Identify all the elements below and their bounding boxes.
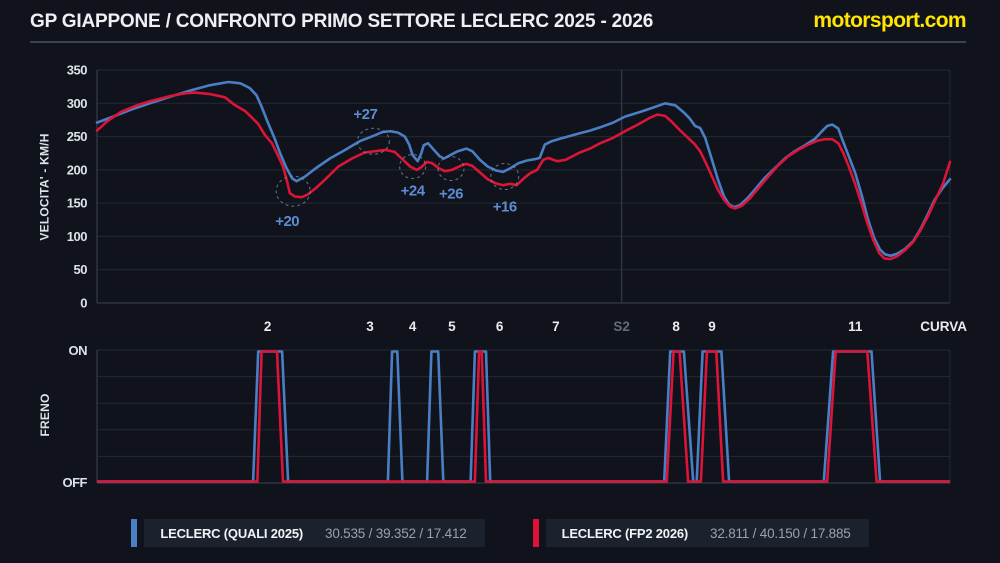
delta-circle bbox=[356, 127, 390, 155]
speed-ytick-label: 0 bbox=[80, 296, 87, 311]
delta-label: +27 bbox=[353, 106, 377, 123]
brake-trace-blue bbox=[97, 350, 950, 483]
curve-label: 6 bbox=[496, 319, 504, 334]
speed-ytick-label: 150 bbox=[67, 196, 87, 211]
delta-circle bbox=[399, 154, 427, 180]
brake-trace-red bbox=[97, 350, 950, 483]
s2-label: S2 bbox=[613, 319, 630, 334]
legend-swatch-red bbox=[532, 519, 539, 547]
speed-ytick-label: 200 bbox=[67, 162, 87, 177]
speed-ytick-label: 250 bbox=[67, 129, 87, 144]
legend-driver-label: LECLERC (QUALI 2025) bbox=[160, 525, 304, 541]
delta-label: +24 bbox=[401, 183, 426, 200]
speed-trace-red bbox=[95, 91, 952, 261]
curve-label: 3 bbox=[366, 319, 374, 334]
delta-circle bbox=[490, 163, 520, 191]
delta-label: +20 bbox=[275, 213, 299, 230]
curve-label: 2 bbox=[264, 319, 272, 334]
speed-ytick-label: 350 bbox=[67, 63, 87, 78]
brake-off-label: OFF bbox=[63, 475, 88, 490]
delta-label: +16 bbox=[493, 199, 517, 216]
legend-driver-label: LECLERC (FP2 2026) bbox=[561, 525, 689, 541]
curve-axis-title: CURVA bbox=[920, 319, 967, 334]
brake-on-label: ON bbox=[69, 343, 88, 358]
header-divider bbox=[30, 41, 966, 43]
speed-ytick-label: 100 bbox=[67, 229, 87, 244]
delta-circle bbox=[437, 156, 465, 182]
speed-ytick-label: 50 bbox=[74, 262, 88, 277]
page-title: GP GIAPPONE / CONFRONTO PRIMO SETTORE LE… bbox=[30, 11, 654, 32]
legend-item-fp2-2026: LECLERC (FP2 2026) 32.811 / 40.150 / 17.… bbox=[532, 519, 869, 547]
motorsport-logo: motorsport.com bbox=[813, 9, 966, 32]
curve-label: 9 bbox=[708, 319, 716, 334]
speed-ytick-label: 300 bbox=[67, 96, 87, 111]
speed-trace-blue bbox=[95, 80, 952, 257]
legend: LECLERC (QUALI 2025) 30.535 / 39.352 / 1… bbox=[0, 519, 1000, 547]
legend-sector-times: 30.535 / 39.352 / 17.412 bbox=[325, 525, 467, 541]
delta-label: +26 bbox=[439, 186, 463, 203]
curve-label: 11 bbox=[848, 319, 863, 334]
legend-swatch-blue bbox=[131, 519, 138, 547]
curve-label: 8 bbox=[672, 319, 680, 334]
delta-circle bbox=[275, 175, 311, 207]
curve-label: 4 bbox=[409, 319, 417, 334]
curve-label: 7 bbox=[552, 319, 560, 334]
curve-label: 5 bbox=[448, 319, 456, 334]
legend-sector-times: 32.811 / 40.150 / 17.885 bbox=[710, 525, 851, 541]
legend-item-quali-2025: LECLERC (QUALI 2025) 30.535 / 39.352 / 1… bbox=[131, 519, 485, 547]
